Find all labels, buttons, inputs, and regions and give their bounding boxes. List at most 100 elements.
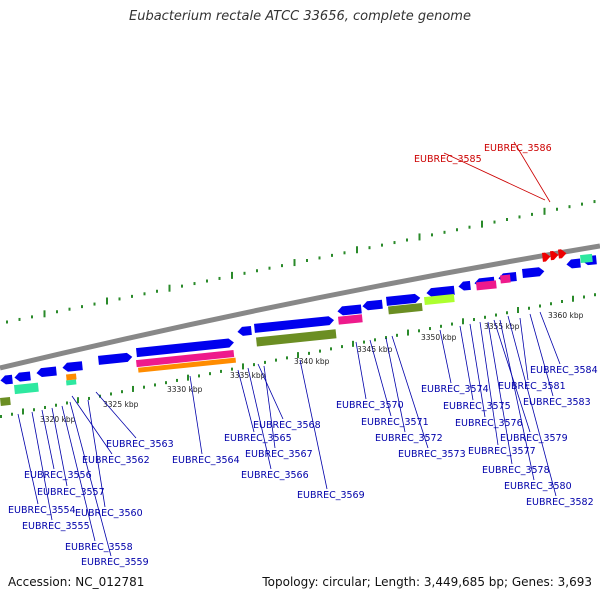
- gene-label: EUBREC_3574: [421, 384, 489, 395]
- tick-mark: [406, 238, 408, 242]
- feature-olive: [256, 329, 337, 347]
- tick-mark: [256, 269, 258, 273]
- leader-line: [487, 321, 513, 465]
- gene-arrow: [136, 338, 234, 358]
- tick-mark: [393, 241, 396, 245]
- leader-line: [51, 407, 68, 487]
- tick-mark: [568, 205, 571, 209]
- tick-mark: [440, 324, 442, 328]
- tick-mark: [275, 358, 277, 362]
- tick-mark: [193, 282, 196, 286]
- tick-mark: [55, 403, 57, 407]
- tick-mark: [68, 307, 71, 311]
- gene-label: EUBREC_3566: [241, 470, 309, 481]
- gene-label: EUBREC_3556: [24, 470, 92, 481]
- tick-mark: [297, 352, 299, 359]
- tick-mark: [343, 251, 346, 255]
- leader-line: [257, 363, 284, 420]
- tick-mark: [231, 367, 233, 371]
- gene-arrow: [0, 374, 13, 385]
- gene-arrow: [426, 285, 455, 298]
- tick-mark: [81, 305, 83, 309]
- tick-mark: [11, 412, 13, 416]
- gene-label: EUBREC_3584: [530, 365, 598, 376]
- scale-label: 3350 kbp: [421, 333, 457, 342]
- leader-line: [61, 405, 96, 542]
- feature-orange: [66, 373, 77, 381]
- gene-label: EUBREC_3586: [484, 143, 552, 154]
- leader-line: [443, 152, 546, 201]
- gene-arrow-highlight: [557, 249, 567, 259]
- genome-stats: Topology: circular; Length: 3,449,685 bp…: [262, 575, 592, 589]
- gene-label: EUBREC_3580: [504, 481, 572, 492]
- gene-label: EUBREC_3570: [336, 400, 404, 411]
- gene-arrow: [337, 304, 362, 316]
- tick-mark: [156, 289, 158, 293]
- tick-mark: [121, 390, 123, 394]
- gene-label: EUBREC_3559: [81, 557, 149, 568]
- gene-label: EUBREC_3571: [361, 417, 429, 428]
- gene-arrow: [62, 361, 83, 372]
- leader-line: [95, 391, 137, 439]
- tick-mark: [131, 294, 133, 298]
- gene-arrow: [237, 325, 252, 336]
- tick-mark: [106, 297, 108, 305]
- tick-mark: [306, 259, 308, 262]
- leader-line: [385, 337, 406, 433]
- tick-mark: [374, 338, 376, 342]
- gene-label: EUBREC_3554: [8, 505, 76, 516]
- gene-label: EUBREC_3576: [455, 418, 523, 429]
- tick-mark: [550, 302, 552, 306]
- tick-mark: [77, 397, 79, 404]
- feature-lime: [424, 293, 455, 306]
- scale-label: 3330 kbp: [167, 385, 203, 394]
- tick-mark: [18, 317, 21, 321]
- gene-label: EUBREC_3562: [82, 455, 150, 466]
- tick-mark: [473, 318, 475, 322]
- tick-mark: [462, 318, 464, 325]
- tick-mark: [543, 207, 546, 215]
- tick-mark: [56, 310, 58, 314]
- tick-mark: [506, 311, 508, 315]
- leader-line: [539, 311, 561, 365]
- tick-mark: [308, 351, 310, 355]
- gene-arrow: [386, 293, 421, 306]
- feature-pink: [136, 350, 235, 368]
- leader-line: [189, 375, 203, 455]
- leader-line: [369, 339, 392, 417]
- gene-label: EUBREC_3585: [414, 154, 482, 165]
- feature-olive: [388, 302, 423, 315]
- tick-mark: [385, 336, 387, 340]
- tick-mark: [31, 315, 33, 319]
- tick-mark: [363, 340, 365, 344]
- tick-mark: [318, 256, 321, 260]
- tick-mark: [368, 246, 371, 250]
- tick-mark: [110, 392, 112, 396]
- tick-mark: [493, 220, 496, 224]
- gene-label: EUBREC_3558: [65, 542, 133, 553]
- scale-label: 3335 kbp: [230, 371, 266, 380]
- gene-label: EUBREC_3564: [172, 455, 240, 466]
- leader-line: [439, 329, 452, 384]
- tick-mark: [593, 200, 596, 204]
- tick-mark: [319, 349, 321, 353]
- feature-pink: [338, 314, 363, 325]
- tick-mark: [93, 302, 96, 306]
- scale-label: 3325 kbp: [103, 400, 139, 409]
- tick-mark: [181, 284, 183, 288]
- gene-label: EUBREC_3568: [253, 420, 321, 431]
- gene-label: EUBREC_3567: [245, 449, 313, 460]
- tick-mark: [484, 315, 486, 319]
- leader-line: [507, 315, 557, 497]
- gene-label: EUBREC_3575: [443, 401, 511, 412]
- gene-tracks: [0, 249, 597, 406]
- tick-mark: [330, 347, 332, 351]
- feature-teal: [580, 253, 593, 264]
- tick-mark: [0, 415, 2, 418]
- tick-mark: [456, 228, 458, 232]
- gene-arrow: [97, 352, 133, 365]
- tick-mark: [231, 271, 233, 279]
- tick-mark: [118, 297, 121, 301]
- gene-label: EUBREC_3569: [297, 490, 365, 501]
